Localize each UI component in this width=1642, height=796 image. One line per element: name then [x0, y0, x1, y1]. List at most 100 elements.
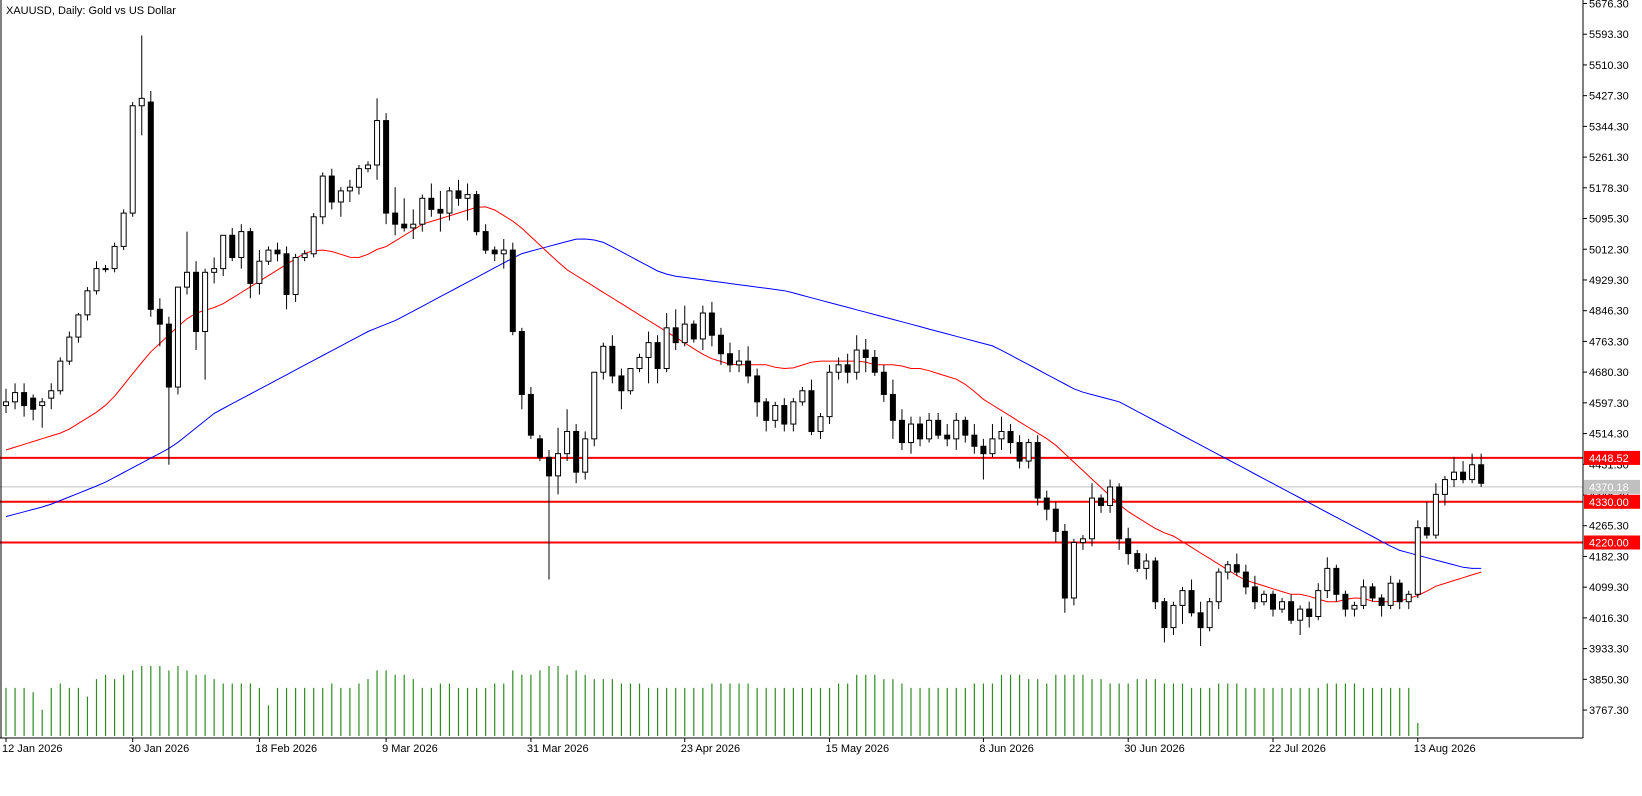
- candle[interactable]: [509, 242, 516, 336]
- candle[interactable]: [527, 387, 534, 439]
- candle[interactable]: [962, 416, 969, 443]
- candle[interactable]: [1423, 501, 1430, 539]
- candle[interactable]: [1432, 483, 1439, 539]
- candle[interactable]: [355, 164, 362, 195]
- candle[interactable]: [337, 187, 344, 217]
- candle[interactable]: [853, 335, 860, 380]
- candle[interactable]: [446, 187, 453, 221]
- candle[interactable]: [953, 412, 960, 450]
- candle[interactable]: [1369, 583, 1376, 602]
- candle[interactable]: [310, 213, 317, 258]
- candle[interactable]: [256, 250, 263, 295]
- candle[interactable]: [428, 183, 435, 217]
- candle[interactable]: [1324, 557, 1331, 599]
- candle[interactable]: [871, 350, 878, 376]
- candle[interactable]: [763, 398, 770, 432]
- candle[interactable]: [1061, 523, 1068, 613]
- candle[interactable]: [772, 401, 779, 428]
- candle[interactable]: [663, 313, 670, 373]
- candle[interactable]: [518, 327, 525, 410]
- candle[interactable]: [1360, 579, 1367, 610]
- candle[interactable]: [1233, 553, 1240, 576]
- candle[interactable]: [862, 338, 869, 373]
- candle[interactable]: [1288, 594, 1295, 624]
- candle[interactable]: [1079, 535, 1086, 550]
- candle[interactable]: [1242, 564, 1249, 595]
- candle[interactable]: [1260, 590, 1267, 606]
- candle[interactable]: [536, 435, 543, 462]
- candle[interactable]: [681, 305, 688, 347]
- candle[interactable]: [1016, 435, 1023, 469]
- candle[interactable]: [75, 313, 82, 343]
- candle[interactable]: [880, 364, 887, 402]
- candle[interactable]: [93, 261, 100, 295]
- candle[interactable]: [1251, 575, 1258, 610]
- candle[interactable]: [455, 179, 462, 206]
- candle[interactable]: [392, 187, 399, 236]
- candle[interactable]: [265, 246, 272, 265]
- candle[interactable]: [935, 412, 942, 439]
- candle[interactable]: [1215, 568, 1222, 610]
- candle[interactable]: [745, 346, 752, 384]
- candle[interactable]: [1351, 601, 1358, 617]
- candle[interactable]: [564, 409, 571, 462]
- candle[interactable]: [1333, 564, 1340, 602]
- candle[interactable]: [401, 198, 408, 232]
- candle[interactable]: [328, 168, 335, 210]
- candle[interactable]: [482, 224, 489, 254]
- candle[interactable]: [491, 246, 498, 262]
- candle[interactable]: [365, 161, 371, 173]
- candle[interactable]: [193, 261, 200, 351]
- candle[interactable]: [1025, 438, 1032, 469]
- candle[interactable]: [1469, 453, 1476, 484]
- candle[interactable]: [156, 298, 163, 347]
- candle[interactable]: [727, 342, 733, 373]
- candle[interactable]: [998, 416, 1005, 450]
- candle[interactable]: [220, 234, 227, 277]
- candle[interactable]: [102, 264, 109, 273]
- candle[interactable]: [247, 227, 254, 299]
- candle[interactable]: [1170, 601, 1177, 636]
- candle[interactable]: [1405, 590, 1412, 610]
- candle[interactable]: [926, 412, 933, 443]
- candle[interactable]: [672, 309, 679, 351]
- candle[interactable]: [1224, 560, 1231, 580]
- candle[interactable]: [889, 379, 896, 439]
- candle[interactable]: [202, 268, 209, 380]
- candle[interactable]: [3, 388, 9, 413]
- candle[interactable]: [1070, 538, 1077, 606]
- candle[interactable]: [781, 398, 788, 432]
- candle[interactable]: [1134, 549, 1141, 573]
- candle[interactable]: [274, 242, 281, 262]
- candle[interactable]: [1387, 575, 1394, 610]
- candle[interactable]: [591, 371, 598, 447]
- candle[interactable]: [238, 224, 245, 269]
- candle[interactable]: [898, 409, 905, 450]
- candle[interactable]: [319, 172, 326, 225]
- candle[interactable]: [989, 424, 996, 458]
- candle[interactable]: [980, 438, 987, 480]
- candle[interactable]: [500, 239, 507, 269]
- candle[interactable]: [1270, 590, 1276, 617]
- candle[interactable]: [1396, 579, 1403, 610]
- candle[interactable]: [600, 342, 607, 380]
- candle[interactable]: [57, 357, 64, 395]
- candle[interactable]: [129, 102, 136, 217]
- candle[interactable]: [835, 357, 842, 380]
- candle[interactable]: [1378, 594, 1385, 617]
- candle[interactable]: [844, 353, 851, 384]
- candle[interactable]: [1188, 579, 1195, 617]
- candle[interactable]: [39, 398, 46, 428]
- candle[interactable]: [1342, 590, 1349, 617]
- candle[interactable]: [211, 257, 218, 284]
- candle[interactable]: [48, 383, 55, 410]
- candle[interactable]: [1107, 479, 1114, 513]
- candle[interactable]: [609, 335, 616, 384]
- candle[interactable]: [799, 387, 806, 406]
- candle[interactable]: [808, 379, 815, 436]
- candle[interactable]: [826, 364, 833, 425]
- candle[interactable]: [582, 431, 589, 480]
- candle[interactable]: [1116, 483, 1123, 550]
- candle[interactable]: [138, 35, 145, 136]
